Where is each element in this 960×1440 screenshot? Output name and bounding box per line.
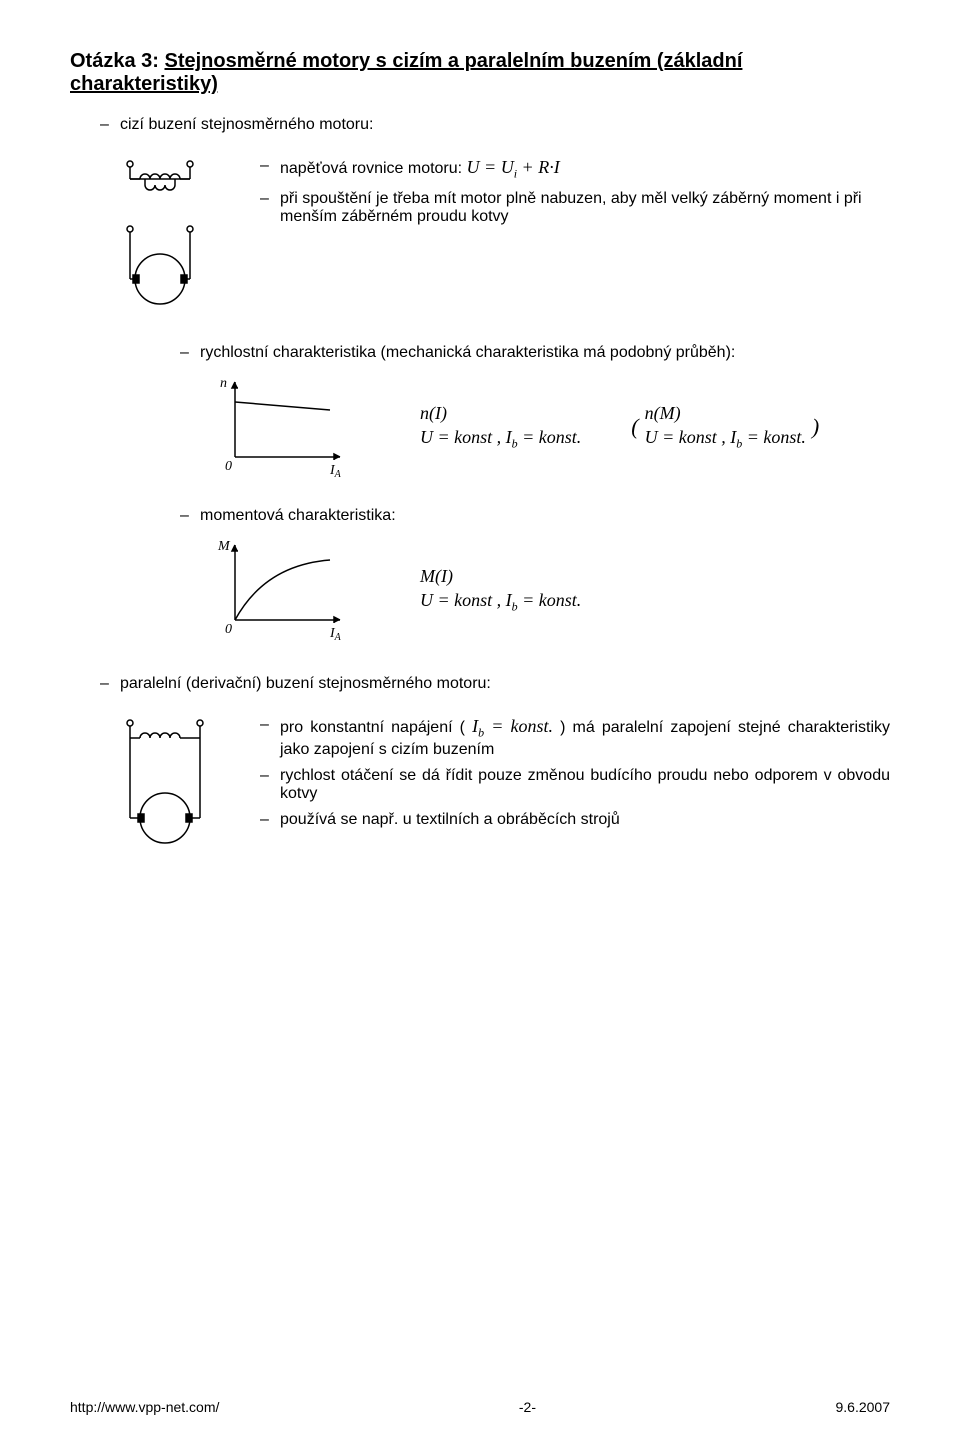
dash-icon: – <box>180 507 200 525</box>
title-prefix: Otázka 3: <box>70 50 164 72</box>
char1-bot: U = konst , Ib = konst. <box>420 426 581 452</box>
b2-1-pre: pro konstantní napájení ( <box>280 719 472 736</box>
bullet-pouziva: – používá se např. u textilních a obrábě… <box>260 811 890 829</box>
bullet-paralelni-buzeni: – paralelní (derivační) buzení stejnosmě… <box>70 675 890 693</box>
speed-char-graph: n 0 IA <box>210 372 360 482</box>
b2-2-text: rychlost otáčení se dá řídit pouze změno… <box>280 767 890 803</box>
bullet-torque-char: – momentová charakteristika: <box>70 507 890 525</box>
footer-url: http://www.vpp-net.com/ <box>70 1399 219 1415</box>
dash-icon: – <box>260 767 280 803</box>
page-footer: http://www.vpp-net.com/ -2- 9.6.2007 <box>70 1399 890 1415</box>
voltage-eq-text: napěťová rovnice motoru: <box>280 160 467 177</box>
b2-3-text: používá se např. u textilních a obráběcí… <box>280 811 890 829</box>
bullet-starting: – při spouštění je třeba mít motor plně … <box>260 190 890 226</box>
dash-icon: – <box>260 157 280 182</box>
speed-char-formula-1: n(I) U = konst , Ib = konst. <box>420 402 581 452</box>
dash-icon: – <box>100 675 120 693</box>
svg-text:M: M <box>217 539 231 554</box>
paralelni-text: paralelní (derivační) buzení stejnosměrn… <box>120 675 890 693</box>
bullet-cizi-buzeni: – cizí buzení stejnosměrného motoru: <box>70 116 890 134</box>
char1b-top: n(M) <box>645 402 806 425</box>
speed-char-text: rychlostní charakteristika (mechanická c… <box>200 344 890 362</box>
torque-char-formula: M(I) U = konst , Ib = konst. <box>420 565 581 615</box>
title-main: Stejnosměrné motory s cizím a paralelním… <box>70 50 742 95</box>
circuit-diagram-cizi <box>100 149 230 329</box>
circuit-diagram-paralelni <box>100 708 230 868</box>
bullet-konst-napajeni: – pro konstantní napájení ( Ib = konst. … <box>260 716 890 759</box>
footer-page: -2- <box>519 1399 536 1415</box>
dash-icon: – <box>260 190 280 226</box>
starting-text: při spouštění je třeba mít motor plně na… <box>280 190 890 226</box>
svg-text:0: 0 <box>225 459 232 474</box>
dash-icon: – <box>100 116 120 134</box>
char1-top: n(I) <box>420 402 581 425</box>
svg-text:n: n <box>220 376 227 391</box>
page-title: Otázka 3: Stejnosměrné motory s cizím a … <box>70 50 890 96</box>
svg-text:IA: IA <box>329 626 342 643</box>
char1b-bot: U = konst , Ib = konst. <box>645 426 806 452</box>
speed-char-formula-2: ( n(M) U = konst , Ib = konst. ) <box>631 402 819 452</box>
dash-icon: – <box>260 811 280 829</box>
dash-icon: – <box>260 716 280 759</box>
bullet-speed-char: – rychlostní charakteristika (mechanická… <box>70 344 890 362</box>
torque-char-text: momentová charakteristika: <box>200 507 890 525</box>
torque-char-graph: M 0 IA <box>210 535 360 645</box>
dash-icon: – <box>180 344 200 362</box>
svg-text:0: 0 <box>225 622 232 637</box>
bullet-text: cizí buzení stejnosměrného motoru: <box>120 116 890 134</box>
footer-date: 9.6.2007 <box>836 1399 891 1415</box>
char2-bot: U = konst , Ib = konst. <box>420 589 581 615</box>
voltage-eq-formula: U = Ui + R·I <box>467 157 560 177</box>
bullet-voltage-eq: – napěťová rovnice motoru: U = Ui + R·I <box>260 157 890 182</box>
bullet-rychlost-rizeni: – rychlost otáčení se dá řídit pouze změ… <box>260 767 890 803</box>
svg-text:IA: IA <box>329 463 342 480</box>
char2-top: M(I) <box>420 565 581 588</box>
b2-1-mid: Ib = konst. <box>472 716 553 736</box>
